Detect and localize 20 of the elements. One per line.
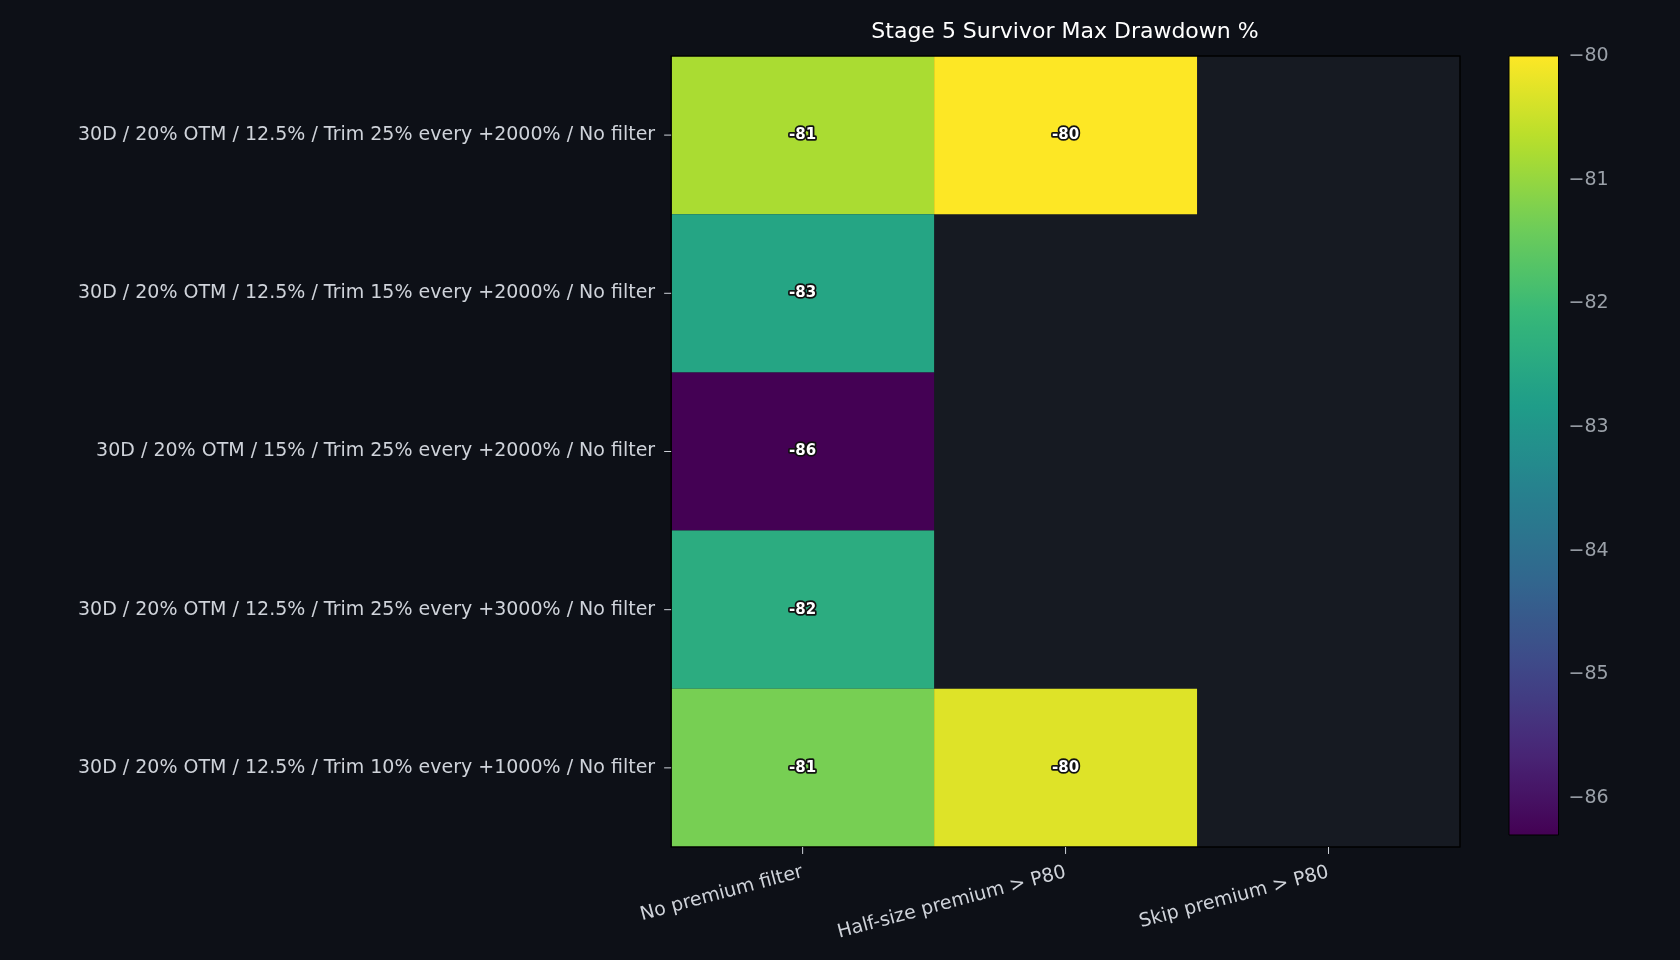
color-bar-label: −81	[1568, 166, 1609, 189]
color-bar-label: −83	[1568, 413, 1609, 436]
y-tick-label: 30D / 20% OTM / 12.5% / Trim 15% every +2000% / No filter	[78, 280, 656, 303]
data-label: -86	[789, 441, 817, 460]
data-label: -80	[1052, 124, 1080, 143]
data-label: -81	[789, 124, 817, 143]
color-bar-label: −85	[1568, 661, 1609, 684]
data-label: -83	[789, 283, 817, 302]
data-label: -81	[789, 757, 817, 776]
chart-title: Stage 5 Survivor Max Drawdown %	[870, 18, 1260, 43]
y-tick-label: 30D / 20% OTM / 12.5% / Trim 10% every +1000% / No filter	[78, 754, 656, 777]
color-bar-label: −86	[1568, 784, 1609, 807]
color-bar-label: −84	[1568, 537, 1609, 560]
y-tick-label: 30D / 20% OTM / 12.5% / Trim 25% every +2000% / No filter	[78, 122, 656, 145]
y-tick-label: 30D / 20% OTM / 12.5% / Trim 25% every +3000% / No filter	[78, 596, 656, 619]
y-tick-label: 30D / 20% OTM / 15% / Trim 25% every +2000% / No filter	[96, 438, 656, 461]
data-label: -82	[789, 599, 817, 618]
color-bar-label: −80	[1568, 42, 1609, 65]
data-label: -80	[1052, 757, 1080, 776]
color-bar-label: −82	[1568, 290, 1609, 313]
